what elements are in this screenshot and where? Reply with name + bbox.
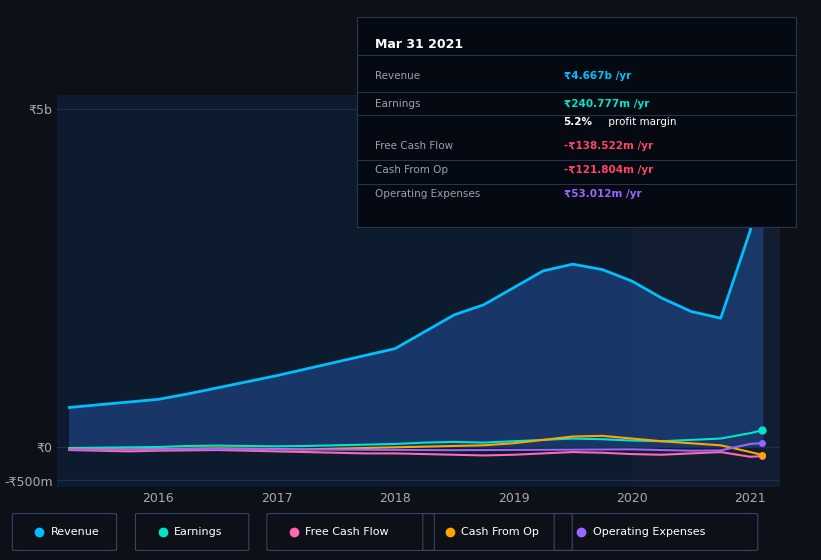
Text: ₹4.667b /yr: ₹4.667b /yr: [563, 71, 631, 81]
Text: profit margin: profit margin: [605, 117, 677, 127]
Text: Cash From Op: Cash From Op: [461, 527, 539, 537]
Text: Mar 31 2021: Mar 31 2021: [374, 38, 463, 51]
Text: Free Cash Flow: Free Cash Flow: [374, 141, 453, 151]
Text: ₹240.777m /yr: ₹240.777m /yr: [563, 99, 649, 109]
Text: Revenue: Revenue: [374, 71, 420, 81]
Text: -₹121.804m /yr: -₹121.804m /yr: [563, 165, 653, 175]
Text: Revenue: Revenue: [51, 527, 99, 537]
Text: Earnings: Earnings: [374, 99, 420, 109]
Text: -₹138.522m /yr: -₹138.522m /yr: [563, 141, 653, 151]
Text: Operating Expenses: Operating Expenses: [374, 189, 480, 199]
Bar: [632, 95, 798, 487]
Text: Operating Expenses: Operating Expenses: [593, 527, 705, 537]
Text: Cash From Op: Cash From Op: [374, 165, 447, 175]
Text: Earnings: Earnings: [174, 527, 222, 537]
Text: 5.2%: 5.2%: [563, 117, 593, 127]
Text: ₹53.012m /yr: ₹53.012m /yr: [563, 189, 641, 199]
Text: Free Cash Flow: Free Cash Flow: [305, 527, 389, 537]
